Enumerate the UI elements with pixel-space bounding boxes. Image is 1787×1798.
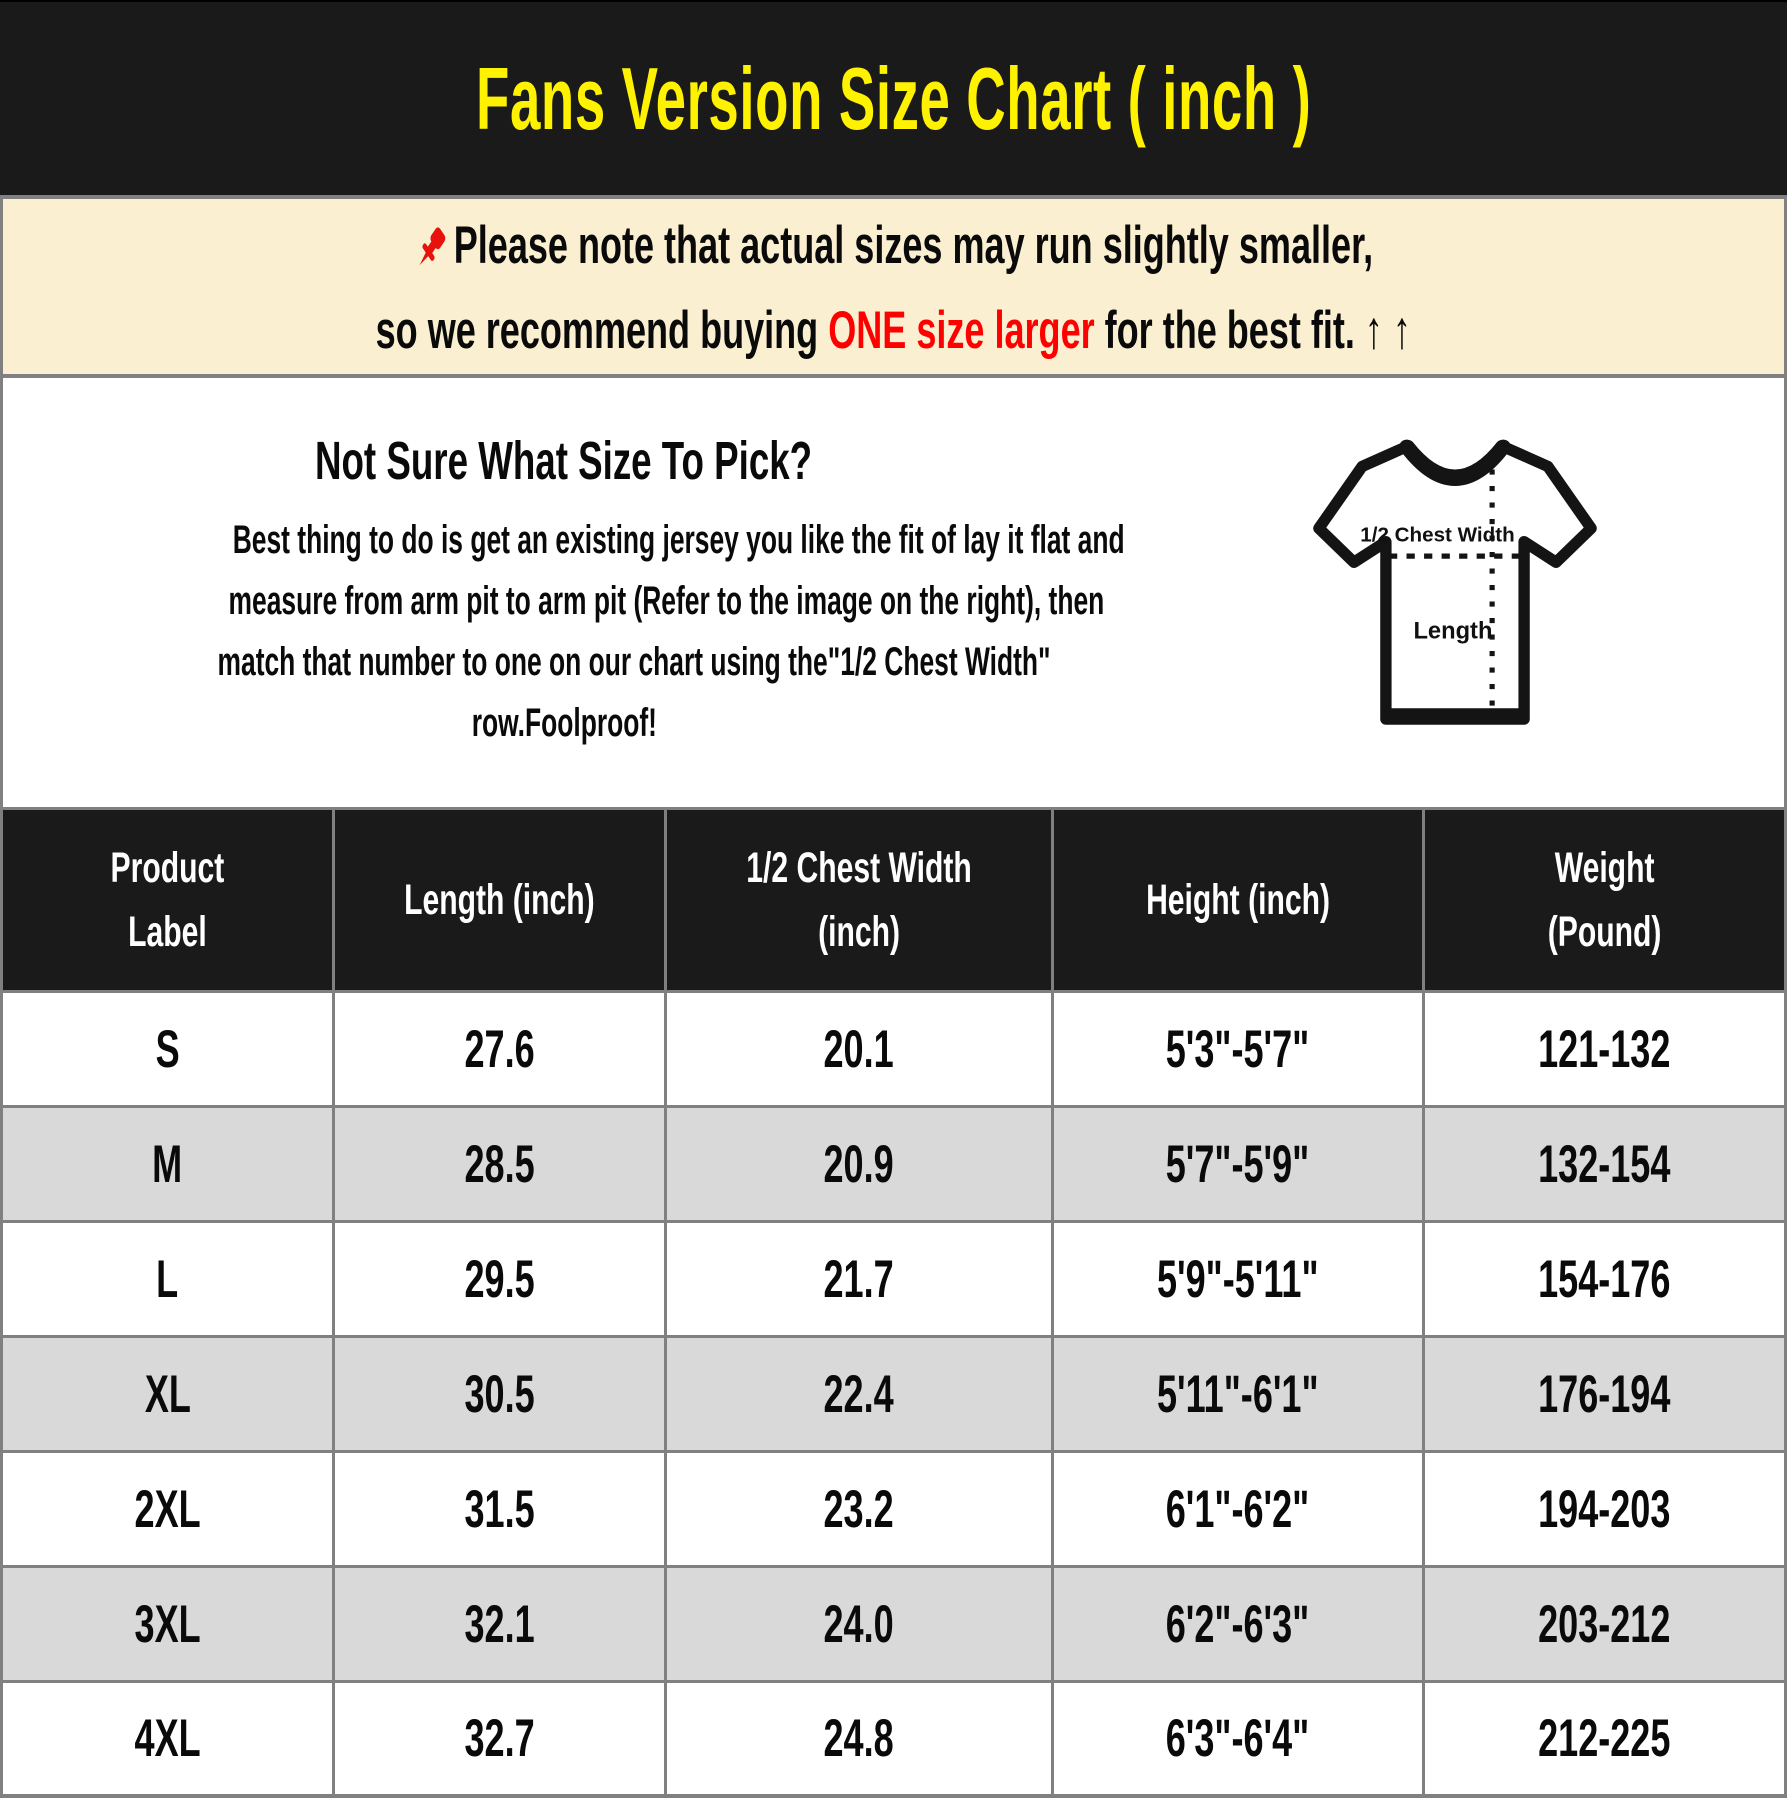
weight-cell: 176-194 (1421, 1335, 1787, 1453)
table-header-product-label: Product Label (0, 807, 335, 993)
tshirt-chest-width-label: 1/2 Chest Width (1360, 524, 1514, 547)
tshirt-diagram-area: 1/2 Chest Width Length (1125, 378, 1784, 807)
table-header-row: Product Label Length (inch) 1/2 Chest Width… (0, 807, 1787, 993)
length-cell: 30.5 (331, 1335, 667, 1453)
product-label-cell: S (0, 990, 335, 1108)
table-header-chest-width: 1/2 Chest Width (inch) (663, 807, 1054, 993)
note-text-1: Please note that actual sizes may run sl… (454, 216, 1374, 275)
instructions-body-line: measure from arm pit to arm pit (Refer t… (228, 579, 1105, 623)
chest-width-cell: 20.9 (663, 1105, 1054, 1223)
chest-width-cell: 24.8 (663, 1680, 1054, 1798)
instructions-heading: Not Sure What Size To Pick? (315, 431, 813, 491)
table-row: S 27.6 20.1 5'3"-5'7" 121-132 (0, 990, 1787, 1108)
length-cell: 27.6 (331, 990, 667, 1108)
note-line-2: so we recommend buying ONE size larger f… (132, 304, 1655, 357)
weight-cell: 154-176 (1421, 1220, 1787, 1338)
height-cell: 6'1"-6'2" (1050, 1450, 1425, 1568)
height-cell: 5'11"-6'1" (1050, 1335, 1425, 1453)
length-cell: 32.7 (331, 1680, 667, 1798)
table-row: M 28.5 20.9 5'7"-5'9" 132-154 (0, 1105, 1787, 1223)
product-label-cell: M (0, 1105, 335, 1223)
length-cell: 31.5 (331, 1450, 667, 1568)
page-title: Fans Version Size Chart ( inch ) (475, 48, 1312, 148)
weight-cell: 212-225 (1421, 1680, 1787, 1798)
instructions-text-block: Not Sure What Size To Pick? Best thing t… (3, 378, 1125, 807)
instructions-section: Not Sure What Size To Pick? Best thing t… (0, 378, 1787, 807)
weight-cell: 194-203 (1421, 1450, 1787, 1568)
table-row: 4XL 32.7 24.8 6'3"-6'4" 212-225 (0, 1680, 1787, 1798)
height-cell: 6'3"-6'4" (1050, 1680, 1425, 1798)
table-header-weight: Weight (Pound) (1421, 807, 1787, 993)
chest-width-cell: 23.2 (663, 1450, 1054, 1568)
weight-cell: 132-154 (1421, 1105, 1787, 1223)
instructions-body-line: row.Foolproof! (471, 701, 657, 745)
weight-cell: 203-212 (1421, 1565, 1787, 1683)
instructions-body-line: Best thing to do is get an existing jers… (232, 518, 1125, 562)
pushpin-icon (420, 226, 446, 265)
size-table-header: Product Label Length (inch) 1/2 Chest Width… (0, 807, 1787, 993)
chest-width-cell: 24.0 (663, 1565, 1054, 1683)
one-size-larger-highlight: ONE size larger (828, 300, 1095, 360)
table-row: XL 30.5 22.4 5'11"-6'1" 176-194 (0, 1335, 1787, 1453)
length-cell: 29.5 (331, 1220, 667, 1338)
size-table: Product Label Length (inch) 1/2 Chest Width… (0, 807, 1787, 1798)
table-row: 3XL 32.1 24.0 6'2"-6'3" 203-212 (0, 1565, 1787, 1683)
note-line-1: Please note that actual sizes may run sl… (187, 217, 1599, 284)
chest-width-cell: 21.7 (663, 1220, 1054, 1338)
product-label-cell: XL (0, 1335, 335, 1453)
product-label-cell: 4XL (0, 1680, 335, 1798)
length-cell: 32.1 (331, 1565, 667, 1683)
tshirt-measurement-diagram-icon: 1/2 Chest Width Length (1312, 439, 1597, 725)
height-cell: 5'9"-5'11" (1050, 1220, 1425, 1338)
height-cell: 6'2"-6'3" (1050, 1565, 1425, 1683)
product-label-cell: L (0, 1220, 335, 1338)
length-cell: 28.5 (331, 1105, 667, 1223)
product-label-cell: 2XL (0, 1450, 335, 1568)
height-cell: 5'7"-5'9" (1050, 1105, 1425, 1223)
instructions-body-line: match that number to one on our chart us… (217, 640, 1051, 684)
table-header-length: Length (inch) (331, 807, 667, 993)
height-cell: 5'3"-5'7" (1050, 990, 1425, 1108)
size-table-body: S 27.6 20.1 5'3"-5'7" 121-132 M 28.5 20.9 5'7"-5… (0, 990, 1787, 1798)
tshirt-length-label: Length (1413, 619, 1492, 645)
table-row: L 29.5 21.7 5'9"-5'11" 154-176 (0, 1220, 1787, 1338)
note-text-2-prefix: so we recommend buying (375, 300, 829, 360)
note-banner: Please note that actual sizes may run sl… (0, 195, 1787, 378)
title-bar: Fans Version Size Chart ( inch ) (0, 2, 1787, 195)
product-label-cell: 3XL (0, 1565, 335, 1683)
note-text-2-suffix: for the best fit. ↑ ↑ (1094, 300, 1412, 360)
chest-width-cell: 22.4 (663, 1335, 1054, 1453)
chest-width-cell: 20.1 (663, 990, 1054, 1108)
table-row: 2XL 31.5 23.2 6'1"-6'2" 194-203 (0, 1450, 1787, 1568)
table-header-height: Height (inch) (1050, 807, 1425, 993)
weight-cell: 121-132 (1421, 990, 1787, 1108)
